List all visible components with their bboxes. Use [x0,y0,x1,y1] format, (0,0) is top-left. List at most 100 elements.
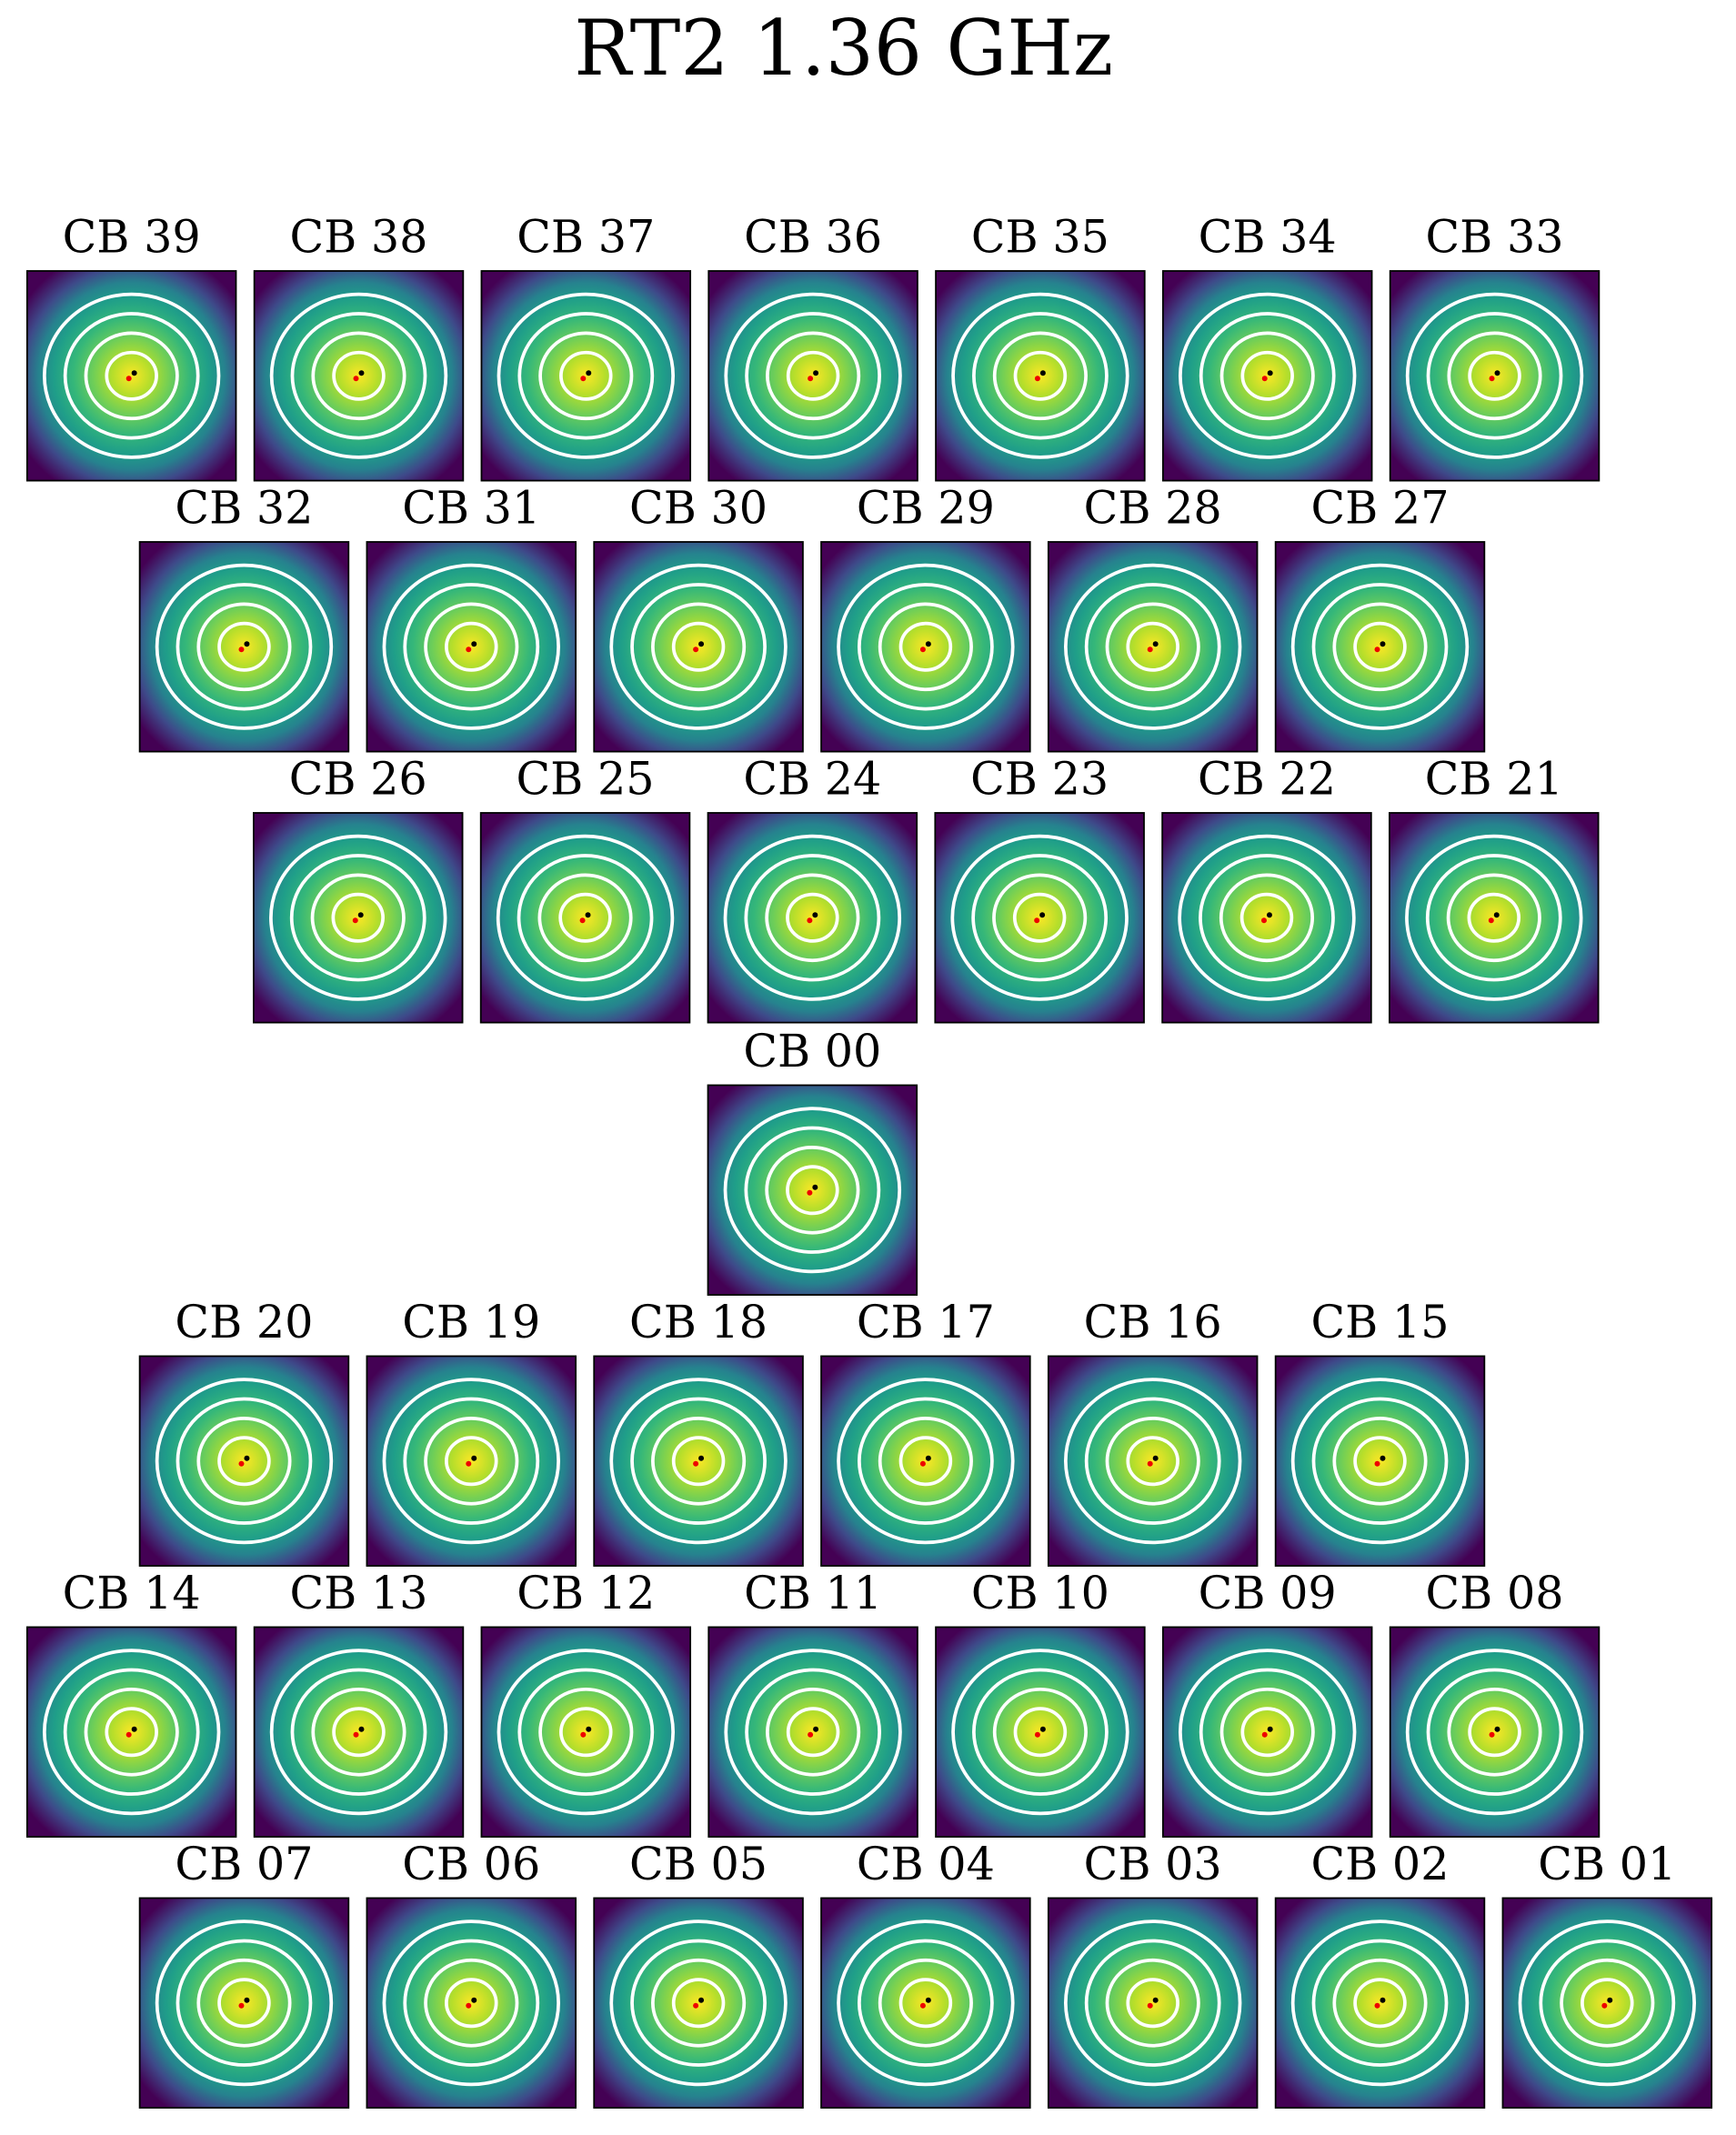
contour [217,1978,271,2029]
panel-label: CB 35 [971,210,1109,263]
beam-center [586,1726,592,1732]
contour [424,1958,519,2048]
fit-center [238,2002,245,2009]
contour [972,312,1109,440]
beam-panel: CB 38 [253,210,465,482]
contour [765,1145,860,1235]
contour [42,292,221,459]
contour [1405,292,1584,459]
contour [1013,350,1068,401]
fit-center [1147,2002,1153,2009]
fit-center [466,2002,472,2009]
contour [1105,1416,1200,1506]
fit-center [1601,2002,1608,2009]
beam-center [471,1455,477,1461]
beam-center [1152,641,1159,647]
fit-center [808,1731,814,1738]
beam-panel: CB 39 [25,210,237,482]
contour [1447,331,1542,421]
contour [1219,331,1315,421]
beam-center [1152,1455,1159,1461]
contour [445,1436,498,1487]
contour [1405,834,1583,1001]
contour [1063,1378,1242,1545]
contour [1105,602,1200,692]
contour [898,1436,953,1487]
fit-center [1261,917,1267,924]
contour [155,1919,334,2087]
beam-map [1389,812,1600,1024]
contour [992,1687,1088,1777]
contour [1179,292,1357,459]
beam-map [1047,541,1259,753]
beam-panel: CB 06 [366,1838,577,2109]
beam-panel: CB 30 [593,481,804,753]
fit-center [693,1460,699,1467]
panel-label: CB 18 [629,1296,768,1348]
contour [971,854,1109,982]
contour [105,1707,158,1758]
fit-center [353,1731,359,1738]
beam-panel: CB 37 [480,210,692,482]
panel-label: CB 04 [857,1838,995,1890]
panel-label: CB 26 [289,752,427,805]
contour [424,1416,519,1506]
fit-center [1034,1731,1040,1738]
beam-map [593,1355,804,1567]
contour [63,1668,200,1796]
contour [1199,312,1336,440]
beam-map [138,1355,350,1567]
beam-panel: CB 14 [25,1567,237,1838]
fit-center [807,917,813,924]
beam-panel: CB 23 [934,752,1145,1024]
contour [950,834,1129,1001]
contour [217,621,271,672]
beam-map [1047,1897,1259,2109]
beam-panel: CB 27 [1274,481,1486,753]
contour [744,1126,881,1254]
contour [1219,1687,1315,1777]
beam-panel: CB 22 [1161,752,1372,1024]
beam-panel: CB 18 [593,1296,804,1567]
contour [898,1978,953,2029]
contour [1311,1939,1449,2067]
contour [1240,350,1294,401]
contour [1126,1436,1179,1487]
fit-center [919,1460,926,1467]
contour [497,1649,675,1816]
contour [382,1919,560,2087]
contour [609,563,788,730]
contour [951,1649,1129,1816]
beam-center [925,1997,931,2003]
contour [1084,1397,1221,1525]
beam-map [934,812,1145,1024]
panel-label: CB 32 [175,481,313,534]
panel-label: CB 38 [289,210,427,263]
beam-panel: CB 28 [1047,481,1259,753]
panel-label: CB 31 [402,481,540,534]
beam-map [138,541,350,753]
contour [403,583,540,711]
fit-center [693,647,699,653]
panel-label: CB 24 [743,752,881,805]
fit-center [352,917,358,924]
beam-map [480,1626,692,1838]
fit-center [1147,647,1153,653]
beam-panel: CB 08 [1389,1567,1601,1838]
beam-center [585,912,591,918]
panel-label: CB 30 [629,481,768,534]
contour [311,1687,406,1777]
beam-panel: CB 17 [820,1296,1031,1567]
panel-label: CB 17 [857,1296,995,1348]
contour [538,331,634,421]
contour [1405,1649,1584,1816]
contour [1446,873,1541,963]
contour [1468,350,1521,401]
panel-label: CB 39 [63,210,201,263]
beam-panel: CB 35 [935,210,1146,482]
beam-center [812,1184,818,1190]
beam-panel: CB 34 [1161,210,1373,482]
panel-label: CB 34 [1199,210,1337,263]
contour [497,292,675,459]
contour [269,834,447,1001]
